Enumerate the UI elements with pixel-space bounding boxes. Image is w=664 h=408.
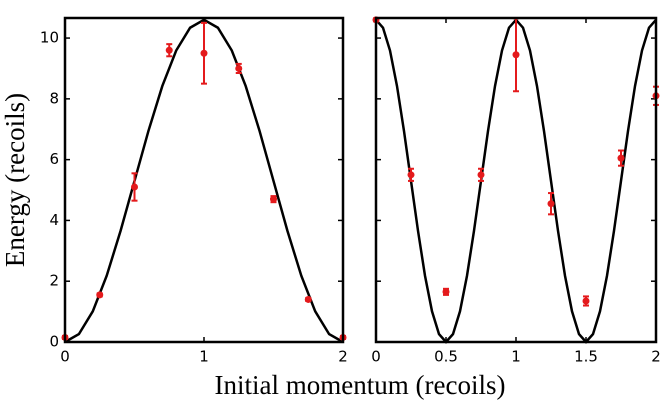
data-point (442, 288, 450, 296)
y-tick-label: 4 (49, 211, 59, 229)
y-tick-label: 2 (49, 272, 59, 290)
y-tick-label: 0 (49, 333, 59, 351)
x-tick-label: 0 (60, 348, 70, 366)
data-point (617, 154, 625, 162)
x-tick-label: 2 (651, 348, 661, 366)
y-tick-label: 8 (49, 89, 59, 107)
data-point (407, 171, 415, 179)
data-point (512, 51, 520, 59)
x-tick-label: 1 (511, 348, 521, 366)
data-point (477, 171, 485, 179)
x-axis-label: Initial momentum (recoils) (215, 370, 506, 400)
y-axis-label: Energy (recoils) (0, 93, 30, 267)
x-tick-label: 1 (199, 348, 209, 366)
x-tick-label: 2 (338, 348, 348, 366)
data-point (165, 46, 173, 54)
data-point (270, 195, 277, 203)
x-tick-label: 1.5 (574, 348, 598, 366)
data-point (200, 49, 208, 57)
plot-frame (374, 16, 658, 344)
data-point (235, 64, 243, 72)
y-tick-label: 10 (40, 29, 59, 47)
data-point (96, 291, 104, 299)
y-tick-label: 6 (49, 150, 59, 168)
theory-curve (64, 18, 344, 344)
data-point (304, 295, 312, 303)
data-point (582, 297, 590, 305)
data-point (131, 183, 138, 191)
data-point (547, 200, 555, 208)
x-tick-label: 0 (371, 348, 381, 366)
x-tick-label: 0.5 (434, 348, 458, 366)
plot-frame (63, 16, 345, 344)
